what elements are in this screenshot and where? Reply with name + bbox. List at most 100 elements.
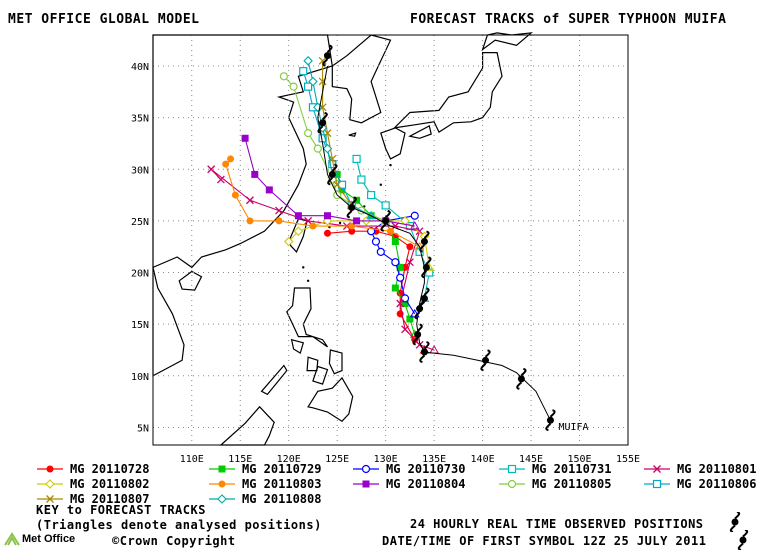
legend-label: MG 20110729	[242, 462, 322, 476]
legend-marker	[218, 480, 226, 488]
track-point	[216, 175, 225, 184]
legend-marker-icon	[209, 480, 235, 488]
track-point	[308, 76, 318, 87]
logo-text: Met Office	[22, 533, 76, 545]
track-point	[294, 212, 302, 220]
track-point	[391, 258, 400, 267]
legend-label: MG 20110805	[532, 477, 612, 491]
legend-marker-icon	[644, 465, 670, 473]
met-office-logo: Met Office	[4, 532, 75, 546]
track-point	[322, 216, 333, 226]
forecast-track-mg-20110729	[333, 170, 420, 338]
island-dot	[389, 163, 392, 167]
track-point	[367, 227, 376, 236]
observed-track: MUIFA	[317, 44, 589, 433]
lon-tick-label: 145E	[519, 454, 543, 465]
observed-track-line	[317, 65, 551, 421]
legend-marker-icon	[37, 465, 63, 473]
legend-label: MG 20110804	[386, 477, 466, 491]
legend-marker	[652, 479, 662, 489]
track-point	[410, 211, 419, 220]
typhoon-symbol-icon	[412, 323, 423, 346]
track-point	[381, 201, 390, 210]
legend-marker-icon	[353, 464, 379, 474]
legend-label: MG 20110802	[70, 477, 150, 491]
track-point	[303, 56, 313, 66]
lat-tick-label: 20N	[131, 269, 149, 280]
track-point	[246, 217, 254, 225]
track-point	[275, 206, 283, 215]
header-left-title: MET OFFICE GLOBAL MODEL	[8, 12, 200, 27]
legend-label: MG 20110730	[386, 462, 466, 476]
lon-tick-label: 135E	[422, 454, 446, 465]
analysed-triangle	[409, 221, 420, 230]
typhoon-symbol-icon	[516, 367, 527, 390]
legend-item: MG 20110807	[36, 492, 149, 506]
track-point	[265, 186, 273, 194]
track-point	[352, 154, 361, 164]
lat-tick-label: 10N	[131, 372, 149, 383]
legend-marker	[217, 494, 227, 504]
land-shape	[307, 376, 354, 422]
typhoon-symbol-icon	[317, 111, 328, 134]
forecast-tracks	[207, 56, 439, 354]
track-point	[406, 243, 414, 251]
track-point	[279, 72, 288, 81]
legend-marker-icon	[499, 464, 525, 474]
lon-tick-label: 140E	[471, 454, 495, 465]
forecast-track-mg-20110805	[279, 72, 391, 225]
typhoon-symbol-icon	[380, 209, 391, 232]
legend-marker	[45, 479, 55, 489]
typhoon-symbol-icon	[419, 287, 430, 310]
legend-marker-icon	[37, 495, 63, 503]
track-point	[231, 191, 239, 199]
track-point	[251, 170, 259, 178]
legend-label: MG 20110731	[532, 462, 612, 476]
track-point	[289, 82, 298, 91]
track-point	[318, 56, 327, 65]
track-point	[227, 155, 235, 163]
track-point	[313, 144, 322, 153]
typhoon-symbol-icon	[346, 196, 357, 219]
legend-item: MG 20110808	[208, 492, 321, 506]
land-coastlines	[152, 32, 533, 446]
track-point	[304, 129, 313, 138]
legend-item: MG 20110804	[352, 477, 465, 491]
lat-lon-grid	[153, 35, 628, 445]
key-note: (Triangles denote analysed positions)	[36, 518, 322, 532]
land-shape	[328, 349, 343, 375]
typhoon-symbol-icon	[327, 163, 338, 186]
met-office-logo-icon	[4, 532, 20, 546]
lon-tick-label: 120E	[277, 454, 301, 465]
land-shape	[178, 270, 203, 291]
legend-marker	[507, 479, 517, 489]
land-shape	[331, 34, 392, 124]
track-line	[210, 168, 435, 351]
typhoon-symbol-icon	[419, 230, 430, 253]
legend-label: MG 20110728	[70, 462, 150, 476]
lon-tick-label: 110E	[180, 454, 204, 465]
track-point	[309, 222, 317, 230]
land-shape	[290, 338, 305, 355]
lon-tick-label: 150E	[567, 454, 591, 465]
island-dot	[306, 279, 310, 282]
lat-tick-label: 15N	[131, 320, 149, 331]
lat-tick-label: 25N	[131, 217, 149, 228]
legend-item: MG 20110803	[208, 477, 321, 491]
track-point	[401, 300, 409, 308]
track-point	[396, 299, 405, 308]
track-point	[371, 237, 381, 246]
track-point	[406, 315, 414, 323]
legend-item: MG 20110802	[36, 477, 149, 491]
legend-marker	[46, 465, 54, 473]
legend-marker	[361, 464, 371, 474]
legend-marker-icon	[644, 479, 670, 489]
lon-tick-label: 130E	[374, 454, 398, 465]
lon-tick-label: 115E	[228, 454, 252, 465]
track-point	[322, 143, 333, 154]
track-point	[222, 160, 230, 168]
land-shape	[286, 287, 328, 348]
legend-marker-icon	[353, 480, 379, 488]
legend-item: MG 20110728	[36, 462, 149, 476]
island-dot	[379, 183, 383, 186]
